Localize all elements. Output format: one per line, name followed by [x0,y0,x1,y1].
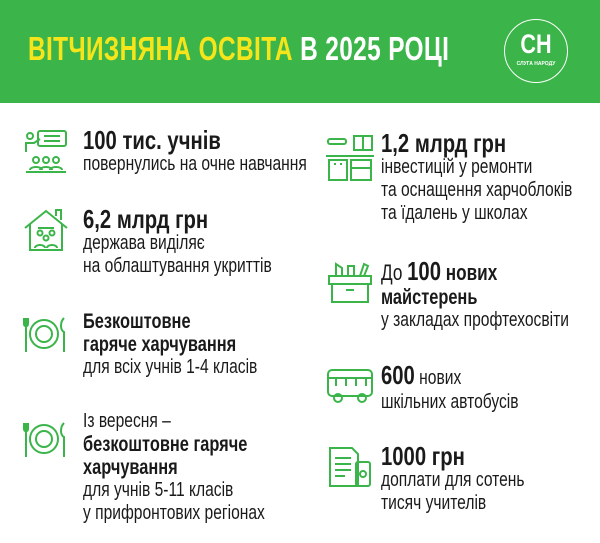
stat-workshops: До 100 нових майстерень у закладах профтех… [381,256,569,331]
stat-shelters: 6,2 млрд грн держава виділяє на облаштуван… [83,204,272,277]
stat-students: 100 тис. учнів повернулись на очне навчан… [83,125,307,175]
stat-free-meals-5-11: Із вересня – безкоштовне гаряче харчування… [83,410,265,524]
money-document-icon [329,447,371,487]
stat-free-meals-1-4: Безкоштовне гаряче харчування для всіх учн… [83,310,258,378]
teacher-class-icon [25,130,67,173]
party-logo: СН СЛУГА НАРОДУ [504,19,568,83]
meal-plate-icon [23,422,65,457]
kitchen-icon [326,135,374,181]
stat-kitchens: 1,2 млрд грн інвестицій у ремонти та оснащ… [381,128,573,224]
stat-buses: 600 нових шкільних автобусів [381,360,519,413]
toolbox-icon [328,262,372,303]
stat-teacher-bonus: 1000 грн доплати для сотень тисяч учителів [381,441,525,514]
page-title: ВІТЧИЗНЯНА ОСВІТА В 2025 РОЦІ [28,30,450,67]
house-shelter-icon [24,209,68,251]
meal-plate-icon [23,317,65,352]
header-banner: ВІТЧИЗНЯНА ОСВІТА В 2025 РОЦІ СН СЛУГА НА… [0,0,600,103]
bus-icon [327,369,373,403]
